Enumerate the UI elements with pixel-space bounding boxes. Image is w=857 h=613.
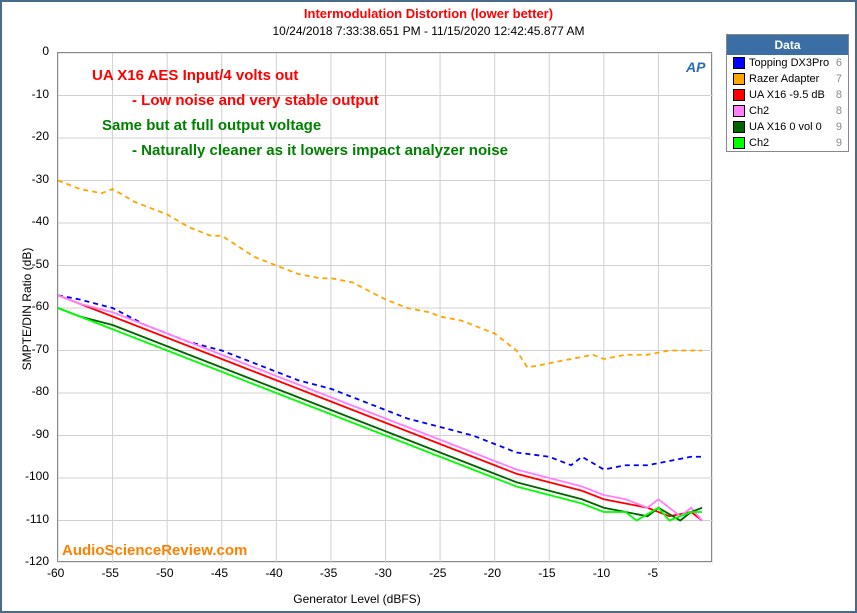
x-tick-label: -60 <box>47 566 64 580</box>
x-tick-label: -10 <box>593 566 610 580</box>
legend-swatch <box>733 73 745 85</box>
legend-num: 7 <box>836 73 842 85</box>
legend-swatch <box>733 105 745 117</box>
y-tick-label: -20 <box>32 129 49 143</box>
x-tick-label: -20 <box>484 566 501 580</box>
y-tick-label: -40 <box>32 214 49 228</box>
legend-item: Topping DX3Pro 6 <box>727 55 848 71</box>
x-tick-label: -50 <box>156 566 173 580</box>
x-tick-label: -15 <box>538 566 555 580</box>
y-tick-label: -30 <box>32 172 49 186</box>
annotation: - Low noise and very stable output <box>132 92 379 109</box>
ap-logo: AP <box>680 57 711 77</box>
chart-title: Intermodulation Distortion (lower better… <box>2 6 855 21</box>
annotation: Same but at full output voltage <box>102 117 321 134</box>
x-tick-label: -5 <box>647 566 658 580</box>
x-tick-label: -35 <box>320 566 337 580</box>
chart-container: Intermodulation Distortion (lower better… <box>0 0 857 613</box>
legend-swatch <box>733 137 745 149</box>
legend-label: UA X16 -9.5 dB <box>749 89 832 101</box>
y-tick-label: -60 <box>32 299 49 313</box>
annotation: UA X16 AES Input/4 volts out <box>92 67 298 84</box>
legend-num: 6 <box>836 57 842 69</box>
x-tick-label: -30 <box>375 566 392 580</box>
legend-label: Ch2 <box>749 137 832 149</box>
legend-item: UA X16 0 vol 0 9 <box>727 119 848 135</box>
legend-item: UA X16 -9.5 dB 8 <box>727 87 848 103</box>
x-tick-label: -40 <box>265 566 282 580</box>
x-tick-label: -55 <box>102 566 119 580</box>
legend-label: Topping DX3Pro <box>749 57 832 69</box>
y-tick-label: -90 <box>32 427 49 441</box>
y-tick-label: -10 <box>32 87 49 101</box>
legend-num: 8 <box>836 89 842 101</box>
legend-item: Ch2 9 <box>727 135 848 151</box>
legend-label: UA X16 0 vol 0 <box>749 121 832 133</box>
legend-swatch <box>733 121 745 133</box>
legend-swatch <box>733 57 745 69</box>
legend: Data Topping DX3Pro 6 Razer Adapter 7 UA X16… <box>726 34 849 152</box>
y-tick-label: -120 <box>25 554 49 568</box>
legend-num: 8 <box>836 105 842 117</box>
legend-num: 9 <box>836 137 842 149</box>
legend-header: Data <box>727 35 848 55</box>
y-tick-label: -50 <box>32 257 49 271</box>
y-tick-label: -80 <box>32 384 49 398</box>
annotation: - Naturally cleaner as it lowers impact … <box>132 142 508 159</box>
x-tick-label: -25 <box>429 566 446 580</box>
x-tick-label: -45 <box>211 566 228 580</box>
legend-num: 9 <box>836 121 842 133</box>
y-tick-label: -70 <box>32 342 49 356</box>
legend-label: Razer Adapter <box>749 73 832 85</box>
y-tick-label: -110 <box>26 512 49 526</box>
y-tick-label: 0 <box>42 44 49 58</box>
legend-item: Ch2 8 <box>727 103 848 119</box>
y-tick-label: -100 <box>25 469 49 483</box>
watermark: AudioScienceReview.com <box>62 542 247 559</box>
x-axis-label: Generator Level (dBFS) <box>2 592 712 606</box>
legend-item: Razer Adapter 7 <box>727 71 848 87</box>
legend-swatch <box>733 89 745 101</box>
legend-label: Ch2 <box>749 105 832 117</box>
